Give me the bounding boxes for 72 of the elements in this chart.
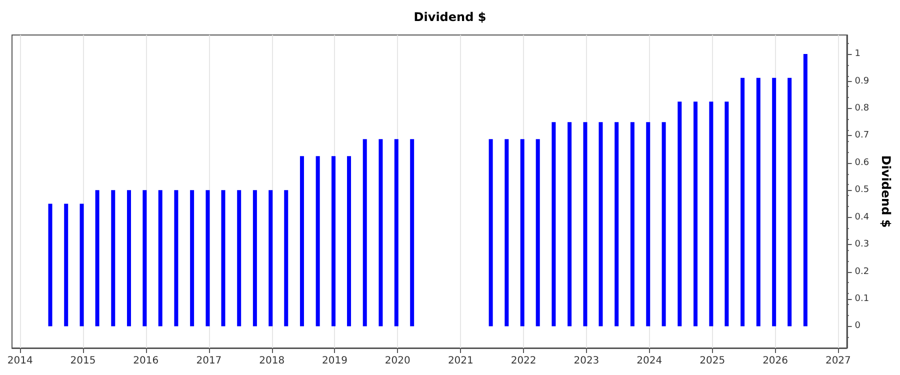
- bar: [95, 190, 100, 326]
- bar: [48, 204, 52, 326]
- x-tick-label: 2016: [133, 356, 159, 366]
- bar: [724, 102, 729, 326]
- x-tick-label: 2019: [322, 356, 348, 366]
- y-axis-title: Dividend $: [879, 155, 893, 228]
- x-tick-label: 2015: [70, 356, 96, 366]
- chart-title: Dividend $: [414, 10, 486, 24]
- bar: [598, 122, 603, 326]
- y-tick-label: 0: [854, 321, 861, 332]
- bar: [221, 190, 226, 326]
- bar: [552, 122, 556, 326]
- bar: [347, 156, 352, 326]
- bar: [394, 139, 398, 326]
- bar: [772, 78, 776, 326]
- x-tick-label: 2020: [384, 356, 410, 366]
- x-tick-label: 2017: [196, 356, 222, 366]
- bar: [316, 156, 320, 326]
- y-tick-label: 0.7: [854, 130, 870, 141]
- y-tick-label: 0.5: [854, 185, 870, 196]
- y-tick-label: 0.4: [854, 212, 870, 222]
- x-tick-label: 2018: [259, 356, 285, 366]
- bar: [378, 139, 383, 326]
- y-tick-label: 0.8: [854, 103, 870, 114]
- x-tick-label: 2025: [700, 356, 726, 366]
- x-tick-label: 2014: [7, 356, 33, 366]
- bar: [237, 190, 242, 326]
- bar: [126, 190, 131, 326]
- bar: [410, 139, 414, 326]
- bar: [709, 102, 714, 326]
- y-tick-label: 0.9: [854, 76, 870, 86]
- y-tick-label: 0.6: [854, 158, 870, 168]
- x-tick-label: 2026: [762, 356, 788, 366]
- bar: [630, 122, 634, 326]
- bar: [190, 190, 194, 326]
- x-tick-label: 2022: [510, 356, 536, 366]
- bar: [64, 204, 68, 326]
- bar: [300, 156, 304, 326]
- y-tick-label: 1: [854, 49, 861, 60]
- bar: [568, 122, 572, 326]
- bar: [158, 190, 162, 326]
- bar: [614, 122, 619, 326]
- bar: [788, 78, 792, 326]
- bar: [504, 139, 509, 326]
- bar: [583, 122, 588, 326]
- y-tick-label: 0.1: [854, 294, 870, 304]
- x-tick-label: 2024: [636, 356, 662, 366]
- bar: [332, 156, 336, 326]
- bar: [520, 139, 524, 326]
- bar: [206, 190, 210, 326]
- bar: [756, 78, 760, 326]
- bar: [646, 122, 650, 326]
- y-tick-label: 0.3: [854, 240, 870, 250]
- bar: [80, 204, 84, 326]
- y-tick-label: 0.2: [854, 266, 870, 277]
- bar: [803, 54, 808, 326]
- bar: [174, 190, 178, 326]
- bar: [268, 190, 273, 326]
- bar: [362, 139, 367, 326]
- bar: [662, 122, 666, 326]
- bar: [284, 190, 288, 326]
- bar: [111, 190, 116, 326]
- bar: [142, 190, 147, 326]
- bar: [740, 78, 745, 326]
- x-tick-label: 2027: [825, 356, 851, 366]
- bar: [252, 190, 257, 326]
- bar: [678, 102, 682, 326]
- bar: [536, 139, 540, 326]
- bar: [694, 102, 698, 326]
- bar: [488, 139, 493, 326]
- x-tick-label: 2021: [448, 356, 474, 366]
- x-tick-label: 2023: [574, 356, 600, 366]
